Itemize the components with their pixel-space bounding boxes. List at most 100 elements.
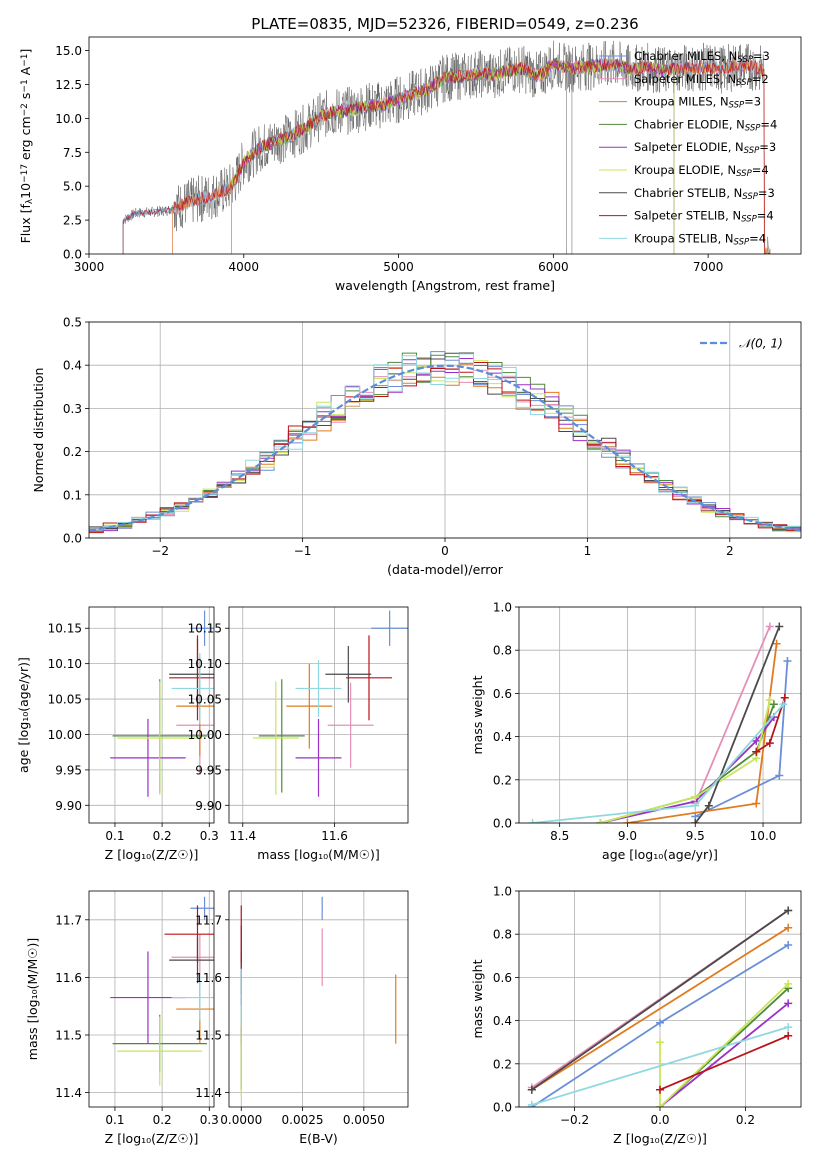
panel-mass_vs_ebv: 0.0000 0.0025 0.0050 11.4 11.5 11.6 11.7 E(B-V) [195,890,409,1146]
y-tick-label: 9.95 [55,763,82,777]
weight-marker-chabrier_miles [784,941,793,949]
panel-mass_vs_Z: 0.1 0.2 0.3 11.4 11.5 11.6 11.7 Z [log₁₀(Z/Z☉)]… [25,890,219,1146]
y-tick-label: 2.5 [63,214,82,228]
weight-marker-chabrier_elodie [769,700,778,709]
x-tick-label: 5000 [383,260,414,274]
panel-spectrum: 3000 4000 5000 6000 7000 0.0 2.5 5.0 7.5 10.0 12.5… [18,36,802,293]
weight-marker-kroupa_elodie [765,695,774,704]
legend-name: Salpeter MILES, N [634,72,736,86]
x-tick-label: 0.0050 [343,1113,385,1127]
plot-area-spectrum [122,40,771,254]
weight-marker-salpeter_stelib [784,1031,793,1040]
y-tick-label: 11.7 [55,913,82,927]
legend-name: Salpeter ELODIE, N [634,140,744,154]
y-axis-label-part: −2 [20,103,30,116]
y-tick-label: 10.0 [55,112,82,126]
weight-marker-salpeter_stelib [656,1085,664,1094]
weight-marker-kroupa_elodie [691,793,700,802]
legend-label-kroupa_elodie: Kroupa ELODIE, NSSP=4 [634,163,769,179]
x-axis-label: Z [log₁₀(Z/Z☉)] [613,1131,707,1146]
y-axis-label: Flux [fλ10−17 erg cm−2 s−1 A−1] [18,49,35,244]
weight-marker-kroupa_stelib [691,801,700,810]
y-axis-label-part: −17 [20,164,30,183]
weight-marker-chabrier_miles [775,771,784,780]
x-tick-label: 11.4 [229,829,256,843]
weight-marker-chabrier_stelib [704,801,713,810]
legend-count: =4 [752,163,769,177]
y-tick-label: 11.6 [55,971,82,985]
y-axis-label-part: −1 [20,54,30,67]
weight-marker-kroupa_miles [623,819,632,823]
y-tick-label: 0.3 [63,402,82,416]
weight-marker-chabrier_stelib [775,622,784,631]
plot-area-residuals [89,351,801,534]
x-tick-label: −2 [151,544,169,558]
y-tick-label: 15.0 [55,44,82,58]
y-tick-label: 0.0 [63,532,82,546]
x-axis-label: wavelength [Angstrom, rest frame] [335,278,555,293]
x-tick-label: 8.5 [550,829,569,843]
y-tick-label: 0.5 [63,316,82,330]
weight-marker-salpeter_stelib [765,739,774,748]
y-tick-label: 9.95 [195,763,222,777]
y-tick-label: 1.0 [493,601,512,615]
x-tick-label: 11.6 [321,829,348,843]
y-tick-label: 11.4 [55,1086,82,1100]
y-tick-label: 0.2 [493,773,512,787]
y-tick-label: 11.5 [55,1029,82,1043]
weight-marker-kroupa_stelib [779,700,788,709]
y-tick-label: 0.4 [493,730,512,744]
x-tick-label: 6000 [538,260,569,274]
x-tick-label: 0.2 [736,1113,755,1127]
x-tick-label: 10.0 [750,829,777,843]
spectrum-legend: Chabrier MILES, NSSP=3 Salpeter MILES, N S… [599,49,777,248]
axes-frame [88,890,215,1108]
y-tick-label: 9.90 [195,799,222,813]
residual-histogram-salpeter_elodie [89,358,801,532]
legend-name: Salpeter STELIB, N [634,209,741,223]
y-tick-label: 9.90 [55,799,82,813]
legend-name: Kroupa STELIB, N [634,231,734,245]
x-axis-label: E(B-V) [299,1131,338,1146]
spectrum-line-salpeter_stelib [122,58,771,254]
y-tick-label: 0.8 [493,928,512,942]
weight-marker-salpeter_stelib [780,693,789,702]
plot-area-age_vs_mass [252,610,408,797]
y-tick-label: 0.2 [493,1057,512,1071]
y-tick-label: 11.6 [195,971,222,985]
plot-root: 3000 4000 5000 6000 70000.02.55.07.510.012.5… [16,36,802,1146]
legend-label-chabrier_stelib: Chabrier STELIB, NSSP=3 [634,186,775,202]
y-tick-label: 5.0 [63,180,82,194]
legend-label-salpeter_stelib: Salpeter STELIB, NSSP=4 [634,209,774,225]
weight-line-kroupa_elodie [659,983,789,1107]
weight-line-kroupa_miles [531,926,789,1091]
y-axis-label: mass weight [470,959,485,1038]
legend-label-chabrier_miles: Chabrier MILES, NSSP=3 [634,49,770,65]
legend-label-normal: 𝒩(0, 1) [739,337,783,351]
weight-marker-kroupa_elodie [656,1103,664,1107]
x-tick-label: 0.3 [200,829,219,843]
legend-label-salpeter_elodie: Salpeter ELODIE, NSSP=3 [634,140,776,156]
y-tick-label: 0.0 [493,817,512,831]
x-axis-label: (data-model)/error [387,562,504,577]
weight-marker-salpeter_elodie [752,736,761,745]
y-tick-label: 10.15 [188,622,222,636]
legend-sub: SSP [741,215,757,225]
legend-sub: SSP [729,101,745,111]
y-tick-label: 0.1 [63,488,82,502]
weight-line-salpeter_miles [694,626,771,804]
y-tick-label: 11.7 [195,913,222,927]
y-axis-label: mass [log₁₀(M/M☉)] [25,938,40,1060]
legend-sub: SSP [745,124,761,134]
y-tick-label: 0.0 [63,248,82,262]
x-axis-label: age [log₁₀(age/yr)] [602,847,718,862]
residual-legend: 𝒩(0, 1) [700,337,783,351]
weight-marker-chabrier_stelib [691,819,700,823]
legend-count: =3 [759,140,776,154]
plot-area-mass_vs_ebv [240,896,397,1098]
weight-marker-kroupa_stelib [784,1023,793,1032]
x-tick-label: 0.0025 [282,1113,324,1127]
y-tick-label: 12.5 [55,78,82,92]
y-axis-label: Normed distribution [31,368,46,493]
x-tick-label: 2 [726,544,734,558]
